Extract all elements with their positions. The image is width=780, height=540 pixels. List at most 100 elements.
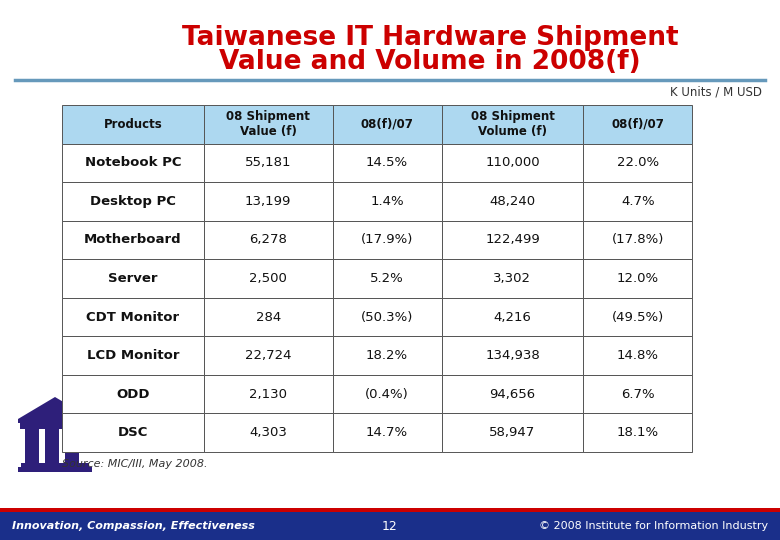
Text: 14.5%: 14.5%	[366, 157, 408, 170]
Text: (50.3%): (50.3%)	[361, 310, 413, 323]
Bar	[62, 298, 204, 336]
Text: 58,947: 58,947	[489, 426, 536, 439]
Bar	[204, 414, 332, 452]
Bar	[332, 105, 441, 144]
Bar	[583, 336, 693, 375]
Text: Source: MIC/III, May 2008.: Source: MIC/III, May 2008.	[62, 459, 207, 469]
Text: 94,656: 94,656	[489, 388, 536, 401]
Text: Taiwanese IT Hardware Shipment: Taiwanese IT Hardware Shipment	[182, 25, 679, 51]
Bar	[0, 508, 780, 512]
Text: Notebook PC: Notebook PC	[85, 157, 181, 170]
Bar	[62, 375, 204, 414]
Text: 08(f)/07: 08(f)/07	[612, 118, 665, 131]
Bar	[62, 221, 204, 259]
Bar	[441, 182, 583, 221]
Text: 3,302: 3,302	[494, 272, 531, 285]
Text: Products: Products	[104, 118, 162, 131]
Bar	[332, 336, 441, 375]
Text: 14.8%: 14.8%	[617, 349, 659, 362]
Bar	[62, 182, 204, 221]
Text: 4.7%: 4.7%	[621, 195, 654, 208]
Bar	[21, 463, 89, 467]
Bar	[441, 259, 583, 298]
Text: 18.1%: 18.1%	[617, 426, 659, 439]
Text: 4,216: 4,216	[494, 310, 531, 323]
Bar	[332, 259, 441, 298]
Bar	[204, 144, 332, 182]
Bar	[583, 221, 693, 259]
Text: K Units / M USD: K Units / M USD	[670, 85, 762, 98]
Bar	[441, 298, 583, 336]
Text: 08 Shipment
Value (f): 08 Shipment Value (f)	[226, 110, 310, 138]
Bar	[441, 105, 583, 144]
Text: Motherboard: Motherboard	[84, 233, 182, 246]
Text: 18.2%: 18.2%	[366, 349, 408, 362]
Text: 08(f)/07: 08(f)/07	[360, 118, 413, 131]
Text: 48,240: 48,240	[489, 195, 536, 208]
Text: DSC: DSC	[118, 426, 148, 439]
Bar	[62, 105, 204, 144]
Text: 134,938: 134,938	[485, 349, 540, 362]
Bar	[332, 298, 441, 336]
Bar	[332, 414, 441, 452]
Text: 122,499: 122,499	[485, 233, 540, 246]
Text: ODD: ODD	[116, 388, 150, 401]
Text: Value and Volume in 2008(f): Value and Volume in 2008(f)	[219, 49, 641, 75]
Text: 2,130: 2,130	[250, 388, 287, 401]
Bar	[583, 182, 693, 221]
Bar	[0, 510, 780, 540]
Bar	[62, 336, 204, 375]
Text: (17.8%): (17.8%)	[612, 233, 664, 246]
Text: LCD Monitor: LCD Monitor	[87, 349, 179, 362]
Bar	[332, 375, 441, 414]
Text: 22.0%: 22.0%	[617, 157, 659, 170]
Text: 14.7%: 14.7%	[366, 426, 408, 439]
Text: 55,181: 55,181	[245, 157, 292, 170]
Bar	[204, 336, 332, 375]
Text: 2,500: 2,500	[250, 272, 287, 285]
Text: 6,278: 6,278	[250, 233, 287, 246]
Bar	[65, 429, 79, 463]
Bar	[441, 221, 583, 259]
Text: Innovation, Compassion, Effectiveness: Innovation, Compassion, Effectiveness	[12, 521, 255, 531]
Bar	[441, 336, 583, 375]
Text: Server: Server	[108, 272, 158, 285]
Bar	[583, 414, 693, 452]
Polygon shape	[18, 397, 92, 419]
Text: 13,199: 13,199	[245, 195, 292, 208]
Text: Desktop PC: Desktop PC	[90, 195, 176, 208]
Bar	[18, 467, 92, 472]
Bar	[204, 259, 332, 298]
Text: 22,724: 22,724	[245, 349, 292, 362]
Text: 5.2%: 5.2%	[370, 272, 404, 285]
Text: 284: 284	[256, 310, 281, 323]
Bar	[204, 105, 332, 144]
Bar	[441, 375, 583, 414]
Text: 12: 12	[382, 519, 398, 532]
Bar	[204, 182, 332, 221]
Bar	[25, 429, 39, 463]
Text: 1.4%: 1.4%	[370, 195, 404, 208]
Bar	[583, 144, 693, 182]
Text: 12.0%: 12.0%	[617, 272, 659, 285]
Bar	[62, 414, 204, 452]
Bar	[583, 259, 693, 298]
Bar	[45, 429, 59, 463]
Bar	[441, 144, 583, 182]
Bar	[62, 259, 204, 298]
Text: 6.7%: 6.7%	[621, 388, 654, 401]
Text: (49.5%): (49.5%)	[612, 310, 664, 323]
Text: © 2008 Institute for Information Industry: © 2008 Institute for Information Industr…	[539, 521, 768, 531]
Bar	[204, 298, 332, 336]
Bar	[583, 375, 693, 414]
Bar	[332, 182, 441, 221]
Bar	[204, 221, 332, 259]
Bar	[204, 375, 332, 414]
Text: 4,303: 4,303	[250, 426, 287, 439]
Bar	[62, 144, 204, 182]
Bar	[441, 414, 583, 452]
Bar	[583, 298, 693, 336]
Bar	[18, 419, 92, 423]
Bar	[583, 105, 693, 144]
Text: 08 Shipment
Volume (f): 08 Shipment Volume (f)	[470, 110, 555, 138]
